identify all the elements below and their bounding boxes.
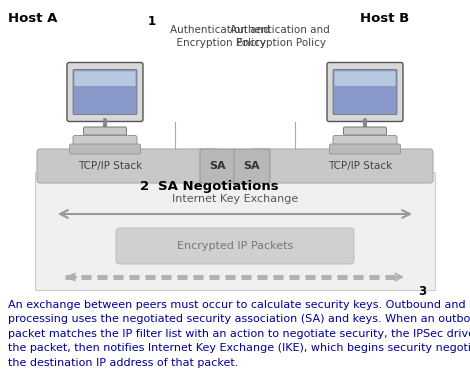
FancyBboxPatch shape — [344, 127, 386, 135]
Text: TCP/IP Stack: TCP/IP Stack — [78, 161, 142, 171]
FancyBboxPatch shape — [70, 144, 141, 154]
FancyBboxPatch shape — [200, 149, 236, 183]
FancyBboxPatch shape — [37, 149, 218, 183]
Text: SA: SA — [210, 161, 227, 171]
FancyBboxPatch shape — [234, 149, 270, 183]
FancyBboxPatch shape — [327, 62, 403, 122]
FancyBboxPatch shape — [75, 71, 135, 86]
Text: 1: 1 — [148, 15, 156, 28]
FancyBboxPatch shape — [335, 71, 395, 86]
Text: SA: SA — [243, 161, 260, 171]
FancyBboxPatch shape — [329, 144, 400, 154]
Text: Encrypted IP Packets: Encrypted IP Packets — [177, 241, 293, 251]
Text: Authentication and
  Encryption Policy: Authentication and Encryption Policy — [170, 25, 270, 48]
FancyBboxPatch shape — [35, 172, 435, 290]
Text: Internet Key Exchange: Internet Key Exchange — [172, 194, 298, 204]
FancyBboxPatch shape — [333, 135, 397, 149]
FancyBboxPatch shape — [84, 127, 126, 135]
Text: 3: 3 — [418, 285, 426, 298]
FancyBboxPatch shape — [67, 62, 143, 122]
Text: An exchange between peers must occur to calculate security keys. Outbound and in: An exchange between peers must occur to … — [8, 300, 470, 368]
FancyBboxPatch shape — [252, 149, 433, 183]
Text: SA Negotiations: SA Negotiations — [158, 180, 279, 193]
Text: 2: 2 — [140, 180, 149, 193]
Text: Host A: Host A — [8, 12, 57, 25]
FancyBboxPatch shape — [73, 69, 137, 115]
FancyBboxPatch shape — [333, 69, 397, 115]
Text: Authentication and
  Encryption Policy: Authentication and Encryption Policy — [230, 25, 330, 48]
Text: Host B: Host B — [360, 12, 409, 25]
FancyBboxPatch shape — [73, 135, 137, 149]
FancyBboxPatch shape — [116, 228, 354, 264]
Text: TCP/IP Stack: TCP/IP Stack — [328, 161, 392, 171]
